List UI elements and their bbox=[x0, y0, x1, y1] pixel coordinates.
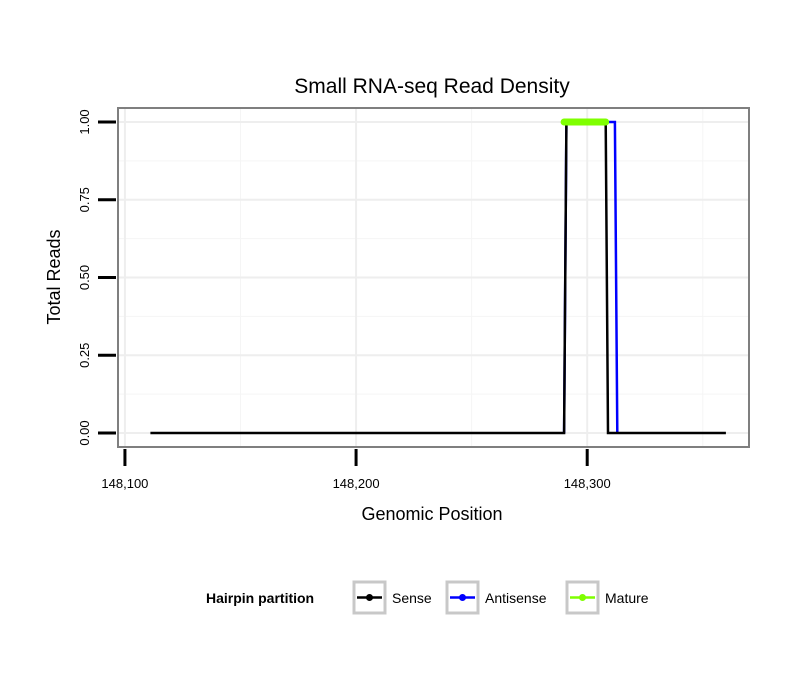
y-tick-label: 1.00 bbox=[77, 109, 92, 134]
legend-item-antisense: Antisense bbox=[445, 580, 547, 615]
y-axis: 0.00 0.25 0.50 0.75 1.00 bbox=[77, 109, 116, 446]
legend-item-sense: Sense bbox=[352, 580, 432, 615]
x-tick-label: 148,300 bbox=[564, 476, 611, 491]
x-tick-label: 148,100 bbox=[101, 476, 148, 491]
legend-key-dot bbox=[366, 594, 373, 601]
y-axis-label: Total Reads bbox=[44, 229, 64, 324]
legend-label: Mature bbox=[605, 590, 649, 606]
x-axis-label: Genomic Position bbox=[361, 504, 502, 524]
legend-label: Sense bbox=[392, 590, 432, 606]
legend-item-mature: Mature bbox=[565, 580, 649, 615]
series-layer bbox=[150, 118, 726, 435]
y-tick-label: 0.00 bbox=[77, 420, 92, 445]
legend-key-dot bbox=[459, 594, 466, 601]
y-tick-label: 0.50 bbox=[77, 265, 92, 290]
y-tick-label: 0.75 bbox=[77, 187, 92, 212]
legend: Hairpin partition Sense Antisense Mature bbox=[206, 580, 649, 615]
chart-title: Small RNA-seq Read Density bbox=[294, 75, 570, 98]
x-axis: 148,100 148,200 148,300 bbox=[101, 449, 611, 491]
legend-label: Antisense bbox=[485, 590, 547, 606]
legend-key-dot bbox=[579, 594, 586, 601]
legend-title: Hairpin partition bbox=[206, 590, 314, 606]
plot-border bbox=[117, 107, 750, 448]
y-tick-label: 0.25 bbox=[77, 343, 92, 368]
x-tick-label: 148,200 bbox=[333, 476, 380, 491]
